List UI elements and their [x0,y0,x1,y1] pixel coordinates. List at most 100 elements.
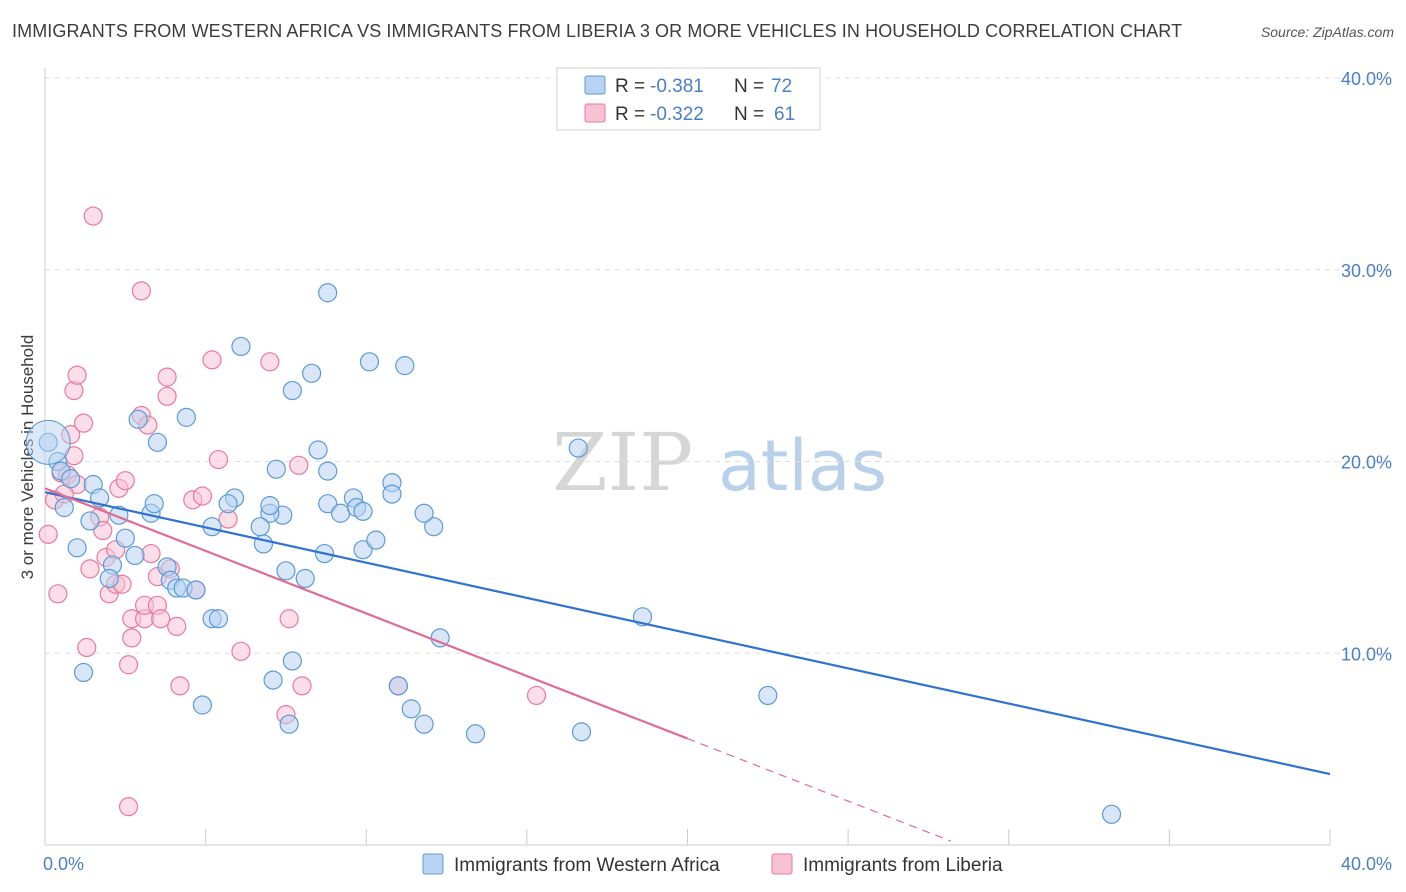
point-western-africa-43 [318,494,338,514]
point-liberia-52 [289,455,309,475]
point-western-africa-25 [147,432,168,452]
point-western-africa-39 [263,670,283,690]
point-western-africa-36 [250,517,270,537]
point-western-africa-41 [279,714,299,734]
point-liberia-49 [260,352,280,372]
legend-r-label-2: R = [615,104,645,125]
point-liberia-11 [48,584,68,604]
point-liberia-46 [208,449,229,470]
point-western-africa-15 [99,568,119,589]
point-western-africa-13 [144,494,164,514]
point-western-africa-60 [388,676,408,696]
point-liberia-30 [131,281,151,301]
point-liberia-22 [115,471,135,491]
point-western-africa-9 [67,538,87,558]
point-western-africa-71 [1101,804,1122,824]
legend-r-value-2: -0.322 [650,104,704,125]
point-liberia-38 [157,367,177,387]
point-liberia-26 [118,797,139,817]
y-tick-label-30: 30.0% [1341,261,1392,281]
point-western-africa-62 [424,517,444,537]
point-western-africa-70 [758,685,778,706]
point-liberia-33 [141,543,161,564]
point-western-africa-8 [80,511,100,531]
point-western-africa-24 [192,695,213,715]
point-western-africa-38 [276,561,296,581]
x-tick-label-min: 0.0% [43,854,84,874]
point-western-africa-47 [308,440,328,460]
point-liberia-45 [202,350,222,370]
point-liberia-48 [231,641,251,661]
point-liberia-14 [80,559,100,579]
point-western-africa-37 [260,496,280,516]
trend-lines [44,487,1331,842]
legend-n-value-1: 72 [771,76,792,97]
point-western-africa-29 [231,336,251,357]
y-axis-label: 3 or more Vehicles in Household [18,335,37,580]
point-western-africa-54 [353,540,373,560]
watermark-zip: ZIP [552,416,693,509]
point-western-africa-large [25,419,71,465]
point-western-africa-3 [61,469,81,489]
point-western-africa-30 [266,459,286,479]
trend-line-liberia-extension [687,738,952,842]
point-western-africa-40 [282,651,302,671]
point-western-africa-46 [302,363,322,383]
y-tick-label-40: 40.0% [1341,69,1392,89]
point-liberia-53 [292,676,312,696]
legend-swatch-pink [584,103,606,123]
point-liberia-41 [170,676,190,696]
point-western-africa-53 [353,501,373,521]
point-western-africa-68 [571,722,592,742]
point-liberia-51 [279,609,299,629]
point-western-africa-4 [54,497,74,518]
point-western-africa-63 [414,503,434,523]
point-western-africa-67 [465,724,486,744]
legend-n-label-1: N = [734,76,764,97]
point-liberia-40 [167,616,187,637]
legend-n-label-2: N = [734,104,764,125]
point-western-africa-23 [73,662,94,683]
point-liberia-12 [77,637,97,658]
legend-r-label-1: R = [615,76,645,97]
x-tick-label-max: 40.0% [1341,854,1392,874]
series-western-africa [25,283,1122,824]
point-western-africa-51 [330,503,351,523]
point-western-africa-49 [318,283,338,303]
bottom-legend-swatch-blue [422,853,444,875]
series-legend: Immigrants from Western Africa Immigrant… [422,853,1003,876]
x-ticks [44,829,1331,845]
point-liberia-8 [67,365,87,385]
point-western-africa-66 [568,438,588,458]
point-liberia-37 [157,386,177,406]
legend-swatch-blue [584,75,606,95]
point-western-africa-35 [218,494,238,514]
legend-n-value-2: 61 [774,104,795,125]
point-western-africa-22 [208,609,229,629]
correlation-legend: R = -0.381 N = 72 R = -0.322 N = 61 [556,67,821,131]
point-western-africa-55 [366,530,386,550]
trend-line-western-africa [44,491,1331,776]
point-liberia-27 [122,628,142,648]
point-liberia-16 [93,520,113,541]
point-western-africa-11 [125,545,145,566]
point-western-africa-56 [359,352,380,372]
y-tick-label-20: 20.0% [1341,453,1392,473]
point-liberia-55 [526,685,547,706]
point-western-africa-59 [382,484,402,504]
bottom-legend-swatch-pink [771,853,793,875]
bottom-legend-label-liberia: Immigrants from Liberia [803,855,1003,876]
watermark-atlas: atlas [718,425,887,507]
bottom-legend-label-western-africa: Immigrants from Western Africa [454,855,720,876]
y-tick-label-10: 10.0% [1341,644,1392,664]
source-label: Source: ZipAtlas.com [1260,24,1394,40]
point-western-africa-45 [295,568,315,589]
point-western-africa-48 [318,461,338,481]
point-western-africa-42 [282,380,302,401]
point-western-africa-10 [115,528,135,548]
point-western-africa-61 [401,699,421,719]
legend-r-value-1: -0.381 [650,76,704,97]
point-liberia-44 [192,486,213,506]
watermark: ZIP atlas [552,416,887,509]
